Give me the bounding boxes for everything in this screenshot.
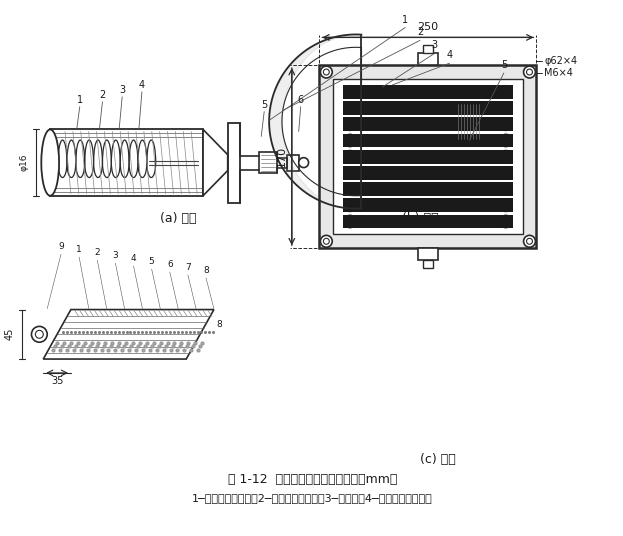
Text: 45: 45 (5, 328, 15, 340)
Text: 3: 3 (432, 40, 438, 50)
Circle shape (343, 214, 357, 228)
Bar (368, 87, 425, 154)
Circle shape (323, 239, 330, 244)
Text: 2: 2 (417, 27, 423, 38)
Circle shape (526, 69, 533, 75)
Text: 7: 7 (185, 263, 191, 272)
Circle shape (499, 133, 513, 147)
Bar (227, 123, 239, 203)
Circle shape (320, 235, 332, 247)
Circle shape (499, 101, 513, 115)
Text: 图 1-12  各种远红外辐射器（单位：mm）: 图 1-12 各种远红外辐射器（单位：mm） (228, 473, 397, 486)
Text: 4: 4 (139, 80, 145, 90)
Circle shape (499, 182, 513, 196)
Text: φ16: φ16 (19, 154, 29, 172)
Text: 1: 1 (76, 245, 82, 254)
Bar (457, 103, 482, 140)
Text: (c) 板状: (c) 板状 (420, 453, 455, 466)
Text: 5: 5 (501, 60, 507, 70)
Circle shape (343, 85, 357, 99)
Text: φ62×4: φ62×4 (545, 56, 578, 66)
Bar (343, 182, 513, 196)
Bar (320, 65, 536, 248)
Text: 5: 5 (149, 257, 155, 266)
Text: 1: 1 (402, 14, 408, 25)
Bar (50, 130, 203, 196)
Text: 1─远红外辐射涂层；2─瓦楞式碳化硅板；3─电热丝；4─硅酸铝耐火纤维；: 1─远红外辐射涂层；2─瓦楞式碳化硅板；3─电热丝；4─硅酸铝耐火纤维； (192, 493, 433, 503)
Bar (425, 111, 435, 131)
Bar (343, 133, 513, 147)
Text: (b) 灯状: (b) 灯状 (402, 212, 439, 225)
Circle shape (36, 330, 43, 338)
Bar (423, 260, 433, 268)
Bar (343, 214, 513, 228)
Text: 170: 170 (277, 146, 287, 167)
Polygon shape (43, 310, 214, 359)
Text: (a) 管状: (a) 管状 (160, 212, 197, 225)
Circle shape (343, 150, 357, 163)
Bar (373, 92, 420, 149)
Circle shape (499, 150, 513, 163)
Text: 8: 8 (203, 266, 209, 275)
Circle shape (298, 158, 308, 168)
Text: 35: 35 (51, 376, 64, 386)
Circle shape (523, 235, 535, 247)
Bar (343, 117, 513, 131)
Bar (343, 85, 513, 99)
Circle shape (499, 166, 513, 180)
Bar (418, 53, 438, 65)
Text: 5: 5 (261, 100, 267, 110)
Circle shape (343, 101, 357, 115)
Circle shape (343, 133, 357, 147)
Text: 1: 1 (77, 95, 83, 105)
Bar (287, 155, 298, 170)
Text: 6: 6 (298, 95, 304, 105)
Polygon shape (203, 130, 227, 196)
Circle shape (343, 182, 357, 196)
Text: 2: 2 (99, 90, 105, 100)
Circle shape (526, 239, 533, 244)
Bar (343, 101, 513, 115)
Text: 3: 3 (113, 251, 118, 260)
Circle shape (31, 326, 47, 342)
Circle shape (523, 66, 535, 78)
Bar (418, 248, 438, 260)
Circle shape (343, 166, 357, 180)
Bar (423, 46, 433, 53)
Text: 4: 4 (131, 254, 136, 263)
Text: 8: 8 (217, 320, 222, 329)
Bar (333, 79, 523, 234)
Text: 250: 250 (417, 23, 439, 33)
Circle shape (499, 85, 513, 99)
Text: M6×4: M6×4 (545, 68, 573, 78)
Polygon shape (435, 103, 457, 140)
Circle shape (343, 117, 357, 131)
Text: 6: 6 (167, 260, 173, 269)
Circle shape (499, 198, 513, 212)
Circle shape (499, 214, 513, 228)
Text: 9: 9 (58, 242, 64, 251)
Text: 4: 4 (447, 50, 453, 60)
Bar (259, 152, 277, 174)
Bar (343, 150, 513, 163)
Ellipse shape (41, 130, 59, 196)
Bar (343, 166, 513, 180)
Text: 3: 3 (119, 85, 125, 95)
Circle shape (320, 66, 332, 78)
Circle shape (343, 198, 357, 212)
Text: 2: 2 (95, 248, 100, 257)
Bar (343, 198, 513, 212)
Circle shape (323, 69, 330, 75)
Circle shape (499, 117, 513, 131)
